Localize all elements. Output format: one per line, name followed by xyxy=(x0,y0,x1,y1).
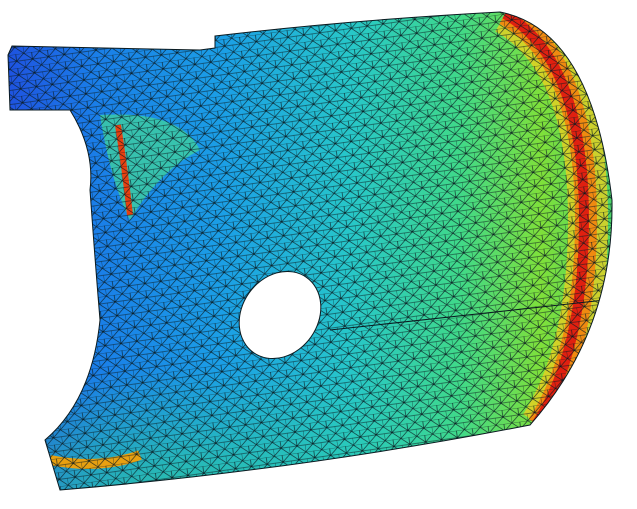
pin-hole xyxy=(238,270,322,360)
outline xyxy=(7,11,613,491)
